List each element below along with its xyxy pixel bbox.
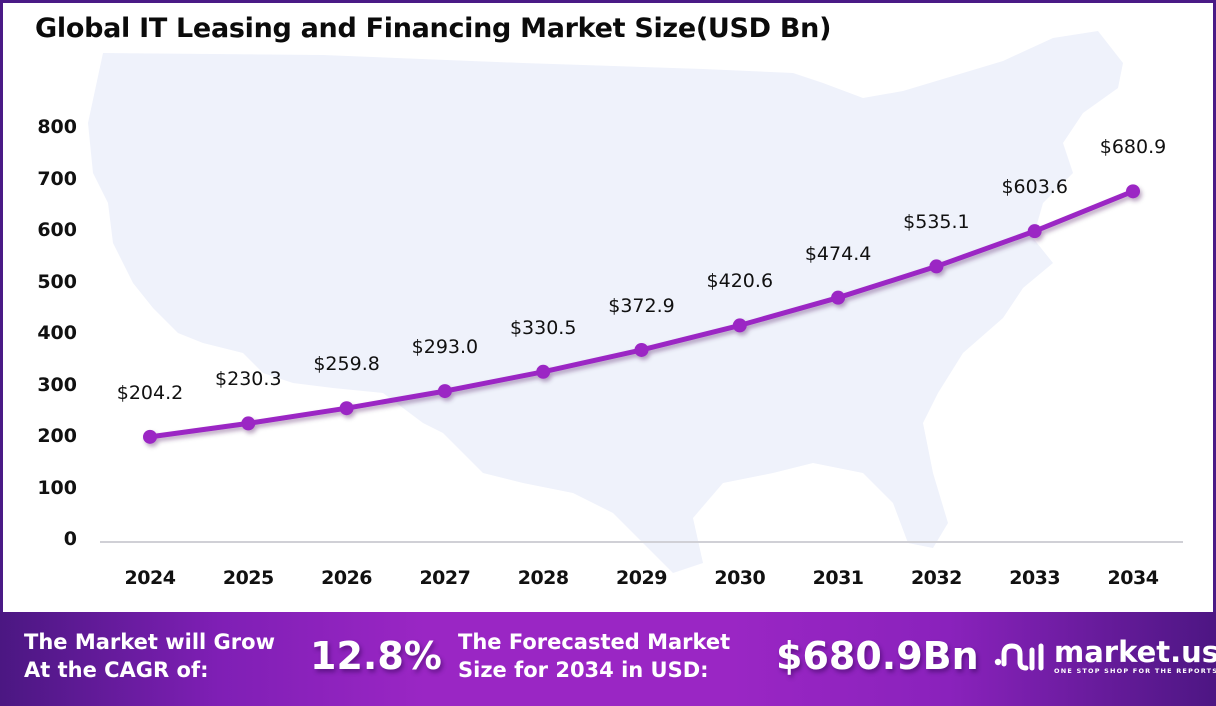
- data-point: [536, 364, 551, 379]
- x-tick-label: 2026: [321, 567, 373, 589]
- x-tick-label: 2024: [124, 567, 176, 589]
- cagr-value: 12.8%: [310, 634, 442, 678]
- data-point: [1126, 184, 1140, 199]
- cagr-label: The Market will Grow At the CAGR of:: [24, 630, 275, 682]
- data-label: $420.6: [706, 270, 774, 293]
- y-tick-label: 300: [37, 373, 77, 396]
- brand-tagline: ONE STOP SHOP FOR THE REPORTS: [1054, 667, 1216, 675]
- us-map-background: [88, 31, 1123, 573]
- y-tick-label: 500: [37, 270, 77, 293]
- y-tick-label: 800: [37, 116, 77, 138]
- data-label: $372.9: [608, 294, 675, 317]
- data-label: $603.6: [1001, 176, 1068, 199]
- data-label: $293.0: [411, 336, 479, 359]
- forecast-label: The Forecasted Market Size for 2034 in U…: [458, 630, 731, 682]
- data-label: $259.8: [313, 353, 380, 376]
- x-tick-label: 2034: [1107, 567, 1159, 589]
- market-us-logo-icon: [994, 642, 1044, 670]
- brand-logo: market.us ONE STOP SHOP FOR THE REPORTS: [994, 638, 1216, 675]
- data-point: [831, 290, 846, 305]
- data-label: $680.9: [1099, 136, 1167, 159]
- data-label: $474.4: [804, 242, 872, 265]
- footer-banner: The Market will Grow At the CAGR of: 12.…: [0, 612, 1216, 706]
- x-tick-label: 2029: [616, 567, 667, 589]
- x-tick-label: 2027: [419, 567, 471, 589]
- x-tick-label: 2028: [517, 567, 569, 589]
- x-tick-label: 2032: [910, 567, 962, 589]
- forecast-value: $680.9Bn: [776, 634, 979, 678]
- data-point: [339, 401, 354, 416]
- chart-title: Global IT Leasing and Financing Market S…: [35, 13, 832, 44]
- plot-area: [100, 184, 1183, 543]
- data-label: $230.3: [215, 368, 282, 391]
- y-tick-label: 200: [37, 425, 77, 447]
- x-tick-label: 2030: [714, 567, 766, 589]
- x-tick-label: 2031: [812, 567, 864, 589]
- data-point: [143, 429, 157, 444]
- y-tick-label: 400: [37, 322, 77, 344]
- data-point: [437, 384, 452, 399]
- data-point: [929, 259, 944, 274]
- y-tick-label: 600: [37, 219, 77, 241]
- data-point: [732, 318, 747, 333]
- data-point: [1027, 224, 1042, 239]
- brand-name: market.us: [1054, 635, 1216, 669]
- data-label: $535.1: [903, 211, 970, 234]
- y-tick-label: 700: [37, 167, 77, 190]
- y-tick-label: 0: [63, 528, 77, 550]
- x-tick-label: 2033: [1009, 567, 1061, 589]
- chart-frame: Global IT Leasing and Financing Market S…: [0, 0, 1216, 612]
- data-point: [241, 416, 256, 431]
- data-label: $204.2: [116, 381, 184, 404]
- x-tick-label: 2025: [222, 567, 274, 589]
- data-label: $330.5: [509, 316, 577, 339]
- data-point: [634, 342, 649, 357]
- y-tick-label: 100: [37, 476, 77, 499]
